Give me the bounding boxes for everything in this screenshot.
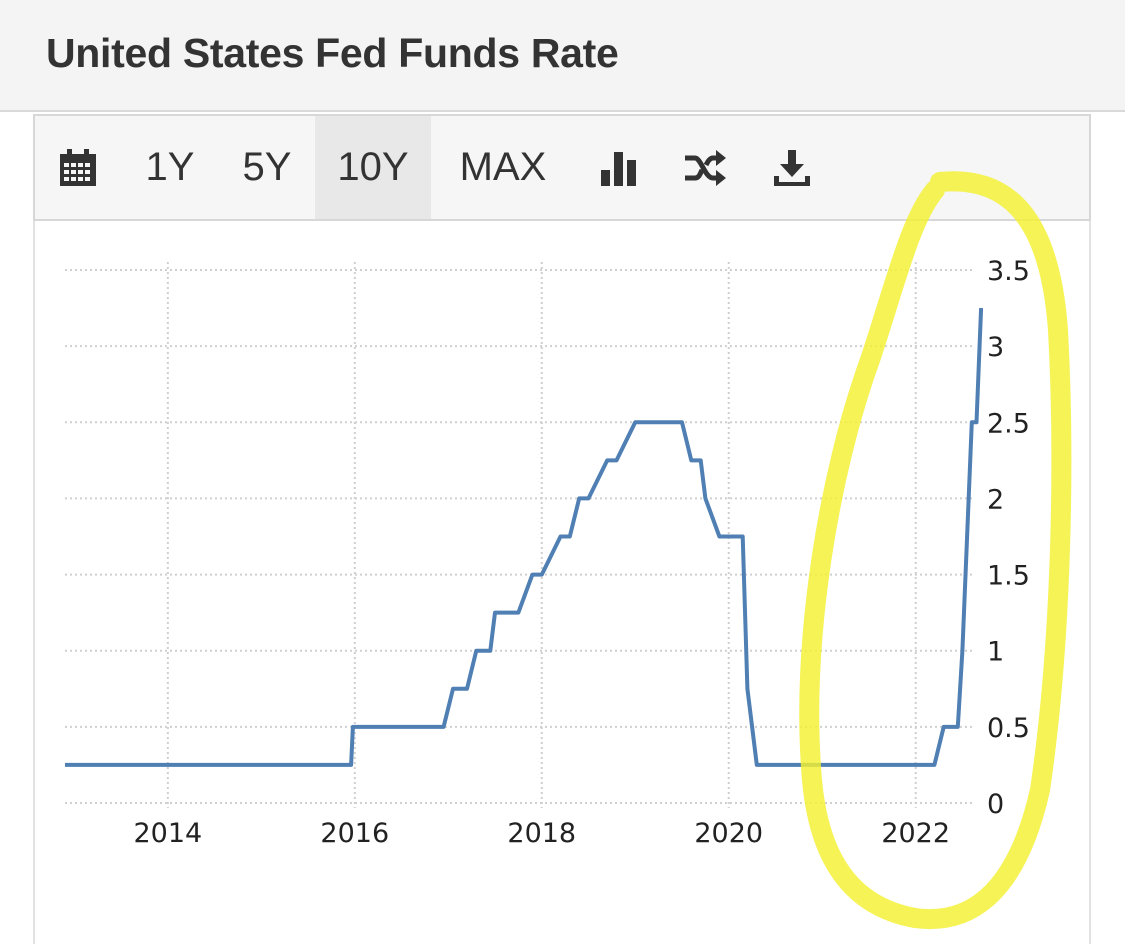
- download-icon: [774, 149, 810, 186]
- y-axis-ticks: 0 0.5 1 1.5 2 2.5 3 3.5: [987, 256, 1030, 820]
- calendar-button[interactable]: [35, 116, 121, 219]
- y-tick-label: 0.5: [987, 713, 1030, 744]
- compare-button[interactable]: [661, 116, 749, 219]
- y-tick-label: 2.5: [987, 408, 1030, 439]
- chart-type-button[interactable]: [575, 116, 661, 219]
- shuffle-icon: [685, 149, 726, 186]
- page-title: United States Fed Funds Rate: [46, 30, 619, 76]
- y-tick-label: 1.5: [987, 561, 1030, 592]
- calendar-icon: [60, 148, 96, 186]
- y-tick-label: 3: [987, 332, 1004, 363]
- range-10y-button[interactable]: 10Y: [315, 116, 431, 219]
- chart-grid: [65, 262, 975, 808]
- download-button[interactable]: [749, 116, 835, 219]
- x-tick-label: 2016: [320, 818, 389, 849]
- page-header: United States Fed Funds Rate: [0, 0, 1125, 112]
- y-tick-label: 1: [987, 637, 1004, 668]
- y-tick-label: 2: [987, 484, 1004, 515]
- bar-chart-icon: [601, 151, 636, 186]
- range-5y-button[interactable]: 5Y: [242, 145, 292, 189]
- highlight-ellipse: [799, 171, 1072, 929]
- x-tick-label: 2022: [881, 818, 950, 849]
- x-tick-label: 2020: [694, 818, 763, 849]
- x-tick-label: 2018: [507, 818, 576, 849]
- y-tick-label: 3.5: [987, 256, 1030, 287]
- range-max-button[interactable]: MAX: [459, 145, 547, 189]
- series-line: [65, 308, 984, 767]
- x-axis-ticks: 2014 2016 2018 2020 2022: [133, 818, 950, 849]
- range-1y-button[interactable]: 1Y: [145, 145, 195, 189]
- x-tick-label: 2014: [133, 818, 202, 849]
- y-tick-label: 0: [987, 789, 1004, 820]
